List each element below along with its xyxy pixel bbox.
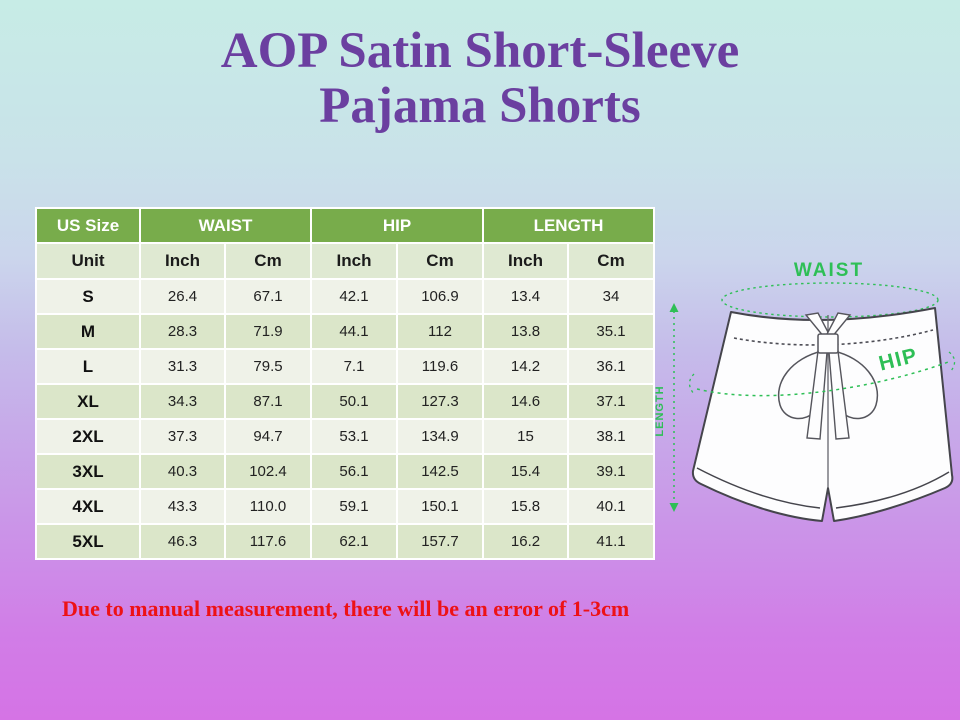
table-row: M 28.3 71.9 44.1 112 13.8 35.1 xyxy=(35,313,656,350)
measurement-note: Due to manual measurement, there will be… xyxy=(62,596,630,621)
size-value-cell: 38.1 xyxy=(566,418,656,455)
size-value-cell: 157.7 xyxy=(396,523,484,560)
hip-back-arc-left xyxy=(688,373,695,395)
size-value-cell: 13.8 xyxy=(482,313,569,350)
col-header-hip: HIP xyxy=(310,207,484,244)
size-value-cell: 28.3 xyxy=(139,313,226,350)
table-row: S 26.4 67.1 42.1 106.9 13.4 34 xyxy=(35,278,656,315)
length-arrowhead-up xyxy=(669,303,679,312)
size-value-cell: 50.1 xyxy=(310,383,398,420)
size-label-cell: 3XL xyxy=(35,453,141,490)
col-header-us-size: US Size xyxy=(35,207,141,244)
size-value-cell: 110.0 xyxy=(224,488,312,525)
size-value-cell: 44.1 xyxy=(310,313,398,350)
page-title-line2: Pajama Shorts xyxy=(319,78,641,135)
size-value-cell: 43.3 xyxy=(139,488,226,525)
waist-label: WAIST xyxy=(794,260,864,281)
size-value-cell: 15.8 xyxy=(482,488,569,525)
size-value-cell: 31.3 xyxy=(139,348,226,385)
unit-cell: Cm xyxy=(224,242,312,280)
size-value-cell: 13.4 xyxy=(482,278,569,315)
size-value-cell: 37.3 xyxy=(139,418,226,455)
unit-cell: Cm xyxy=(566,242,656,280)
table-row: 3XL 40.3 102.4 56.1 142.5 15.4 39.1 xyxy=(35,453,656,490)
length-arrowhead-down xyxy=(669,503,679,512)
size-value-cell: 39.1 xyxy=(566,453,656,490)
col-header-length: LENGTH xyxy=(481,207,656,244)
table-row: 4XL 43.3 110.0 59.1 150.1 15.8 40.1 xyxy=(35,488,656,525)
size-value-cell: 117.6 xyxy=(224,523,312,560)
size-table-body: S 26.4 67.1 42.1 106.9 13.4 34 M 28.3 71.9 44.1 112… xyxy=(35,278,656,560)
size-value-cell: 37.1 xyxy=(566,383,656,420)
size-chart-table: US Size WAIST HIP LENGTH Unit Inch Cm In… xyxy=(35,207,656,560)
page-title-line1: AOP Satin Short-Sleeve xyxy=(220,23,740,79)
right-cuff-line xyxy=(835,471,950,509)
size-value-cell: 26.4 xyxy=(139,278,226,315)
size-value-cell: 59.1 xyxy=(310,488,398,525)
table-row: L 31.3 79.5 7.1 119.6 14.2 36.1 xyxy=(35,348,656,385)
size-value-cell: 16.2 xyxy=(482,523,569,560)
size-value-cell: 87.1 xyxy=(224,383,312,420)
size-value-cell: 112 xyxy=(396,313,484,350)
size-value-cell: 94.7 xyxy=(224,418,312,455)
size-label-cell: 2XL xyxy=(35,418,141,455)
size-value-cell: 150.1 xyxy=(396,488,484,525)
unit-cell: Cm xyxy=(396,242,484,280)
waistband-dotted-line xyxy=(733,329,934,346)
table-header-row: US Size WAIST HIP LENGTH xyxy=(35,207,656,244)
col-header-waist: WAIST xyxy=(139,207,312,244)
table-row: 5XL 46.3 117.6 62.1 157.7 16.2 41.1 xyxy=(35,523,656,560)
size-value-cell: 7.1 xyxy=(310,348,398,385)
size-value-cell: 119.6 xyxy=(396,348,484,385)
bow-knot xyxy=(817,333,839,354)
size-value-cell: 127.3 xyxy=(396,383,484,420)
hip-back-arc-right xyxy=(948,351,956,372)
unit-label-cell: Unit xyxy=(35,242,141,280)
unit-cell: Inch xyxy=(139,242,226,280)
left-cuff-line xyxy=(696,467,821,509)
size-value-cell: 71.9 xyxy=(224,313,312,350)
size-value-cell: 34 xyxy=(566,278,656,315)
size-value-cell: 67.1 xyxy=(224,278,312,315)
size-value-cell: 35.1 xyxy=(566,313,656,350)
size-value-cell: 142.5 xyxy=(396,453,484,490)
size-value-cell: 53.1 xyxy=(310,418,398,455)
unit-cell: Inch xyxy=(310,242,398,280)
size-value-cell: 62.1 xyxy=(310,523,398,560)
size-label-cell: L xyxy=(35,348,141,385)
size-value-cell: 40.3 xyxy=(139,453,226,490)
size-value-cell: 15.4 xyxy=(482,453,569,490)
table-unit-row: Unit Inch Cm Inch Cm Inch Cm xyxy=(35,242,656,280)
size-label-cell: XL xyxy=(35,383,141,420)
size-label-cell: S xyxy=(35,278,141,315)
shorts-measurement-diagram: WAIST HIP LENGTH xyxy=(654,260,956,522)
table-row: XL 34.3 87.1 50.1 127.3 14.6 37.1 xyxy=(35,383,656,420)
size-value-cell: 15 xyxy=(482,418,569,455)
size-value-cell: 40.1 xyxy=(566,488,656,525)
size-value-cell: 36.1 xyxy=(566,348,656,385)
size-value-cell: 102.4 xyxy=(224,453,312,490)
table-row: 2XL 37.3 94.7 53.1 134.9 15 38.1 xyxy=(35,418,656,455)
length-label: LENGTH xyxy=(654,385,666,436)
page-title: AOP Satin Short-Sleeve Pajama Shorts xyxy=(0,23,960,135)
size-value-cell: 14.2 xyxy=(482,348,569,385)
waist-dotted-ellipse xyxy=(721,282,939,318)
size-value-cell: 79.5 xyxy=(224,348,312,385)
size-value-cell: 106.9 xyxy=(396,278,484,315)
size-label-cell: 5XL xyxy=(35,523,141,560)
size-value-cell: 34.3 xyxy=(139,383,226,420)
hip-dotted-line xyxy=(696,360,952,397)
size-value-cell: 134.9 xyxy=(396,418,484,455)
size-value-cell: 46.3 xyxy=(139,523,226,560)
size-value-cell: 42.1 xyxy=(310,278,398,315)
size-value-cell: 56.1 xyxy=(310,453,398,490)
unit-cell: Inch xyxy=(482,242,569,280)
size-label-cell: M xyxy=(35,313,141,350)
size-value-cell: 41.1 xyxy=(566,523,656,560)
size-value-cell: 14.6 xyxy=(482,383,569,420)
size-label-cell: 4XL xyxy=(35,488,141,525)
